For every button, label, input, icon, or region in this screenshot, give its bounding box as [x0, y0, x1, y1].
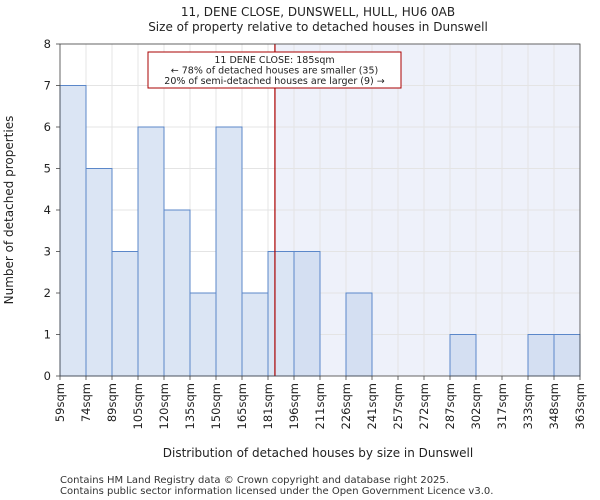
x-tick-label: 302sqm	[469, 383, 483, 429]
y-tick-label: 6	[44, 120, 51, 134]
x-tick-label: 363sqm	[573, 383, 587, 429]
bar-333sqm	[527, 334, 555, 377]
bar-89sqm	[111, 251, 139, 377]
bar-105sqm	[137, 126, 165, 377]
bar-120sqm	[163, 209, 191, 377]
bar-165sqm	[241, 292, 269, 377]
x-tick-label: 333sqm	[521, 383, 535, 429]
x-tick-label: 105sqm	[131, 383, 145, 429]
x-tick-label: 89sqm	[105, 383, 119, 422]
y-tick-label: 4	[44, 203, 51, 217]
x-tick-label: 59sqm	[53, 383, 67, 422]
annotation-line-property: 11 DENE CLOSE: 185sqm	[214, 55, 334, 66]
bar-59sqm	[59, 85, 87, 377]
x-tick-label: 257sqm	[391, 383, 405, 429]
bar-150sqm	[215, 126, 243, 377]
x-tick-label: 74sqm	[79, 383, 93, 422]
x-tick-label: 196sqm	[287, 383, 301, 429]
y-tick-label: 3	[44, 245, 51, 259]
y-tick-label: 2	[44, 286, 51, 300]
x-tick-label: 150sqm	[209, 383, 223, 429]
bar-348sqm	[553, 334, 581, 377]
annotation-box	[147, 51, 402, 89]
x-tick-label: 241sqm	[365, 383, 379, 429]
x-tick-label: 226sqm	[339, 383, 353, 429]
chart-subtitle: Size of property relative to detached ho…	[148, 20, 488, 34]
footer-line-1: Contains HM Land Registry data © Crown c…	[60, 475, 449, 486]
x-tick-label: 165sqm	[235, 383, 249, 429]
x-tick-label: 181sqm	[261, 383, 275, 429]
footer-line-2: Contains public sector information licen…	[60, 486, 493, 497]
x-tick-label: 120sqm	[157, 383, 171, 429]
bar-226sqm	[345, 292, 373, 377]
y-tick-label: 1	[44, 328, 51, 342]
y-axis-label: Number of detached properties	[2, 116, 16, 305]
y-tick-label: 0	[44, 369, 51, 383]
annotation-line-smaller: ← 78% of detached houses are smaller (35…	[171, 66, 378, 77]
bar-196sqm	[293, 251, 321, 377]
bar-135sqm	[189, 292, 217, 377]
bar-287sqm	[449, 334, 477, 377]
chart-title: 11, DENE CLOSE, DUNSWELL, HULL, HU6 0AB	[181, 5, 455, 19]
bar-181sqm	[267, 251, 295, 377]
x-tick-label: 317sqm	[495, 383, 509, 429]
x-tick-label: 211sqm	[313, 383, 327, 429]
x-tick-label: 348sqm	[547, 383, 561, 429]
x-tick-label: 272sqm	[417, 383, 431, 429]
y-tick-label: 7	[44, 79, 51, 93]
x-tick-label: 287sqm	[443, 383, 457, 429]
y-tick-label: 8	[44, 37, 51, 51]
bar-74sqm	[85, 168, 113, 377]
y-tick-label: 5	[44, 162, 51, 176]
x-axis-label: Distribution of detached houses by size …	[163, 446, 473, 460]
annotation-line-larger: 20% of semi-detached houses are larger (…	[164, 76, 384, 87]
x-tick-label: 135sqm	[183, 383, 197, 429]
